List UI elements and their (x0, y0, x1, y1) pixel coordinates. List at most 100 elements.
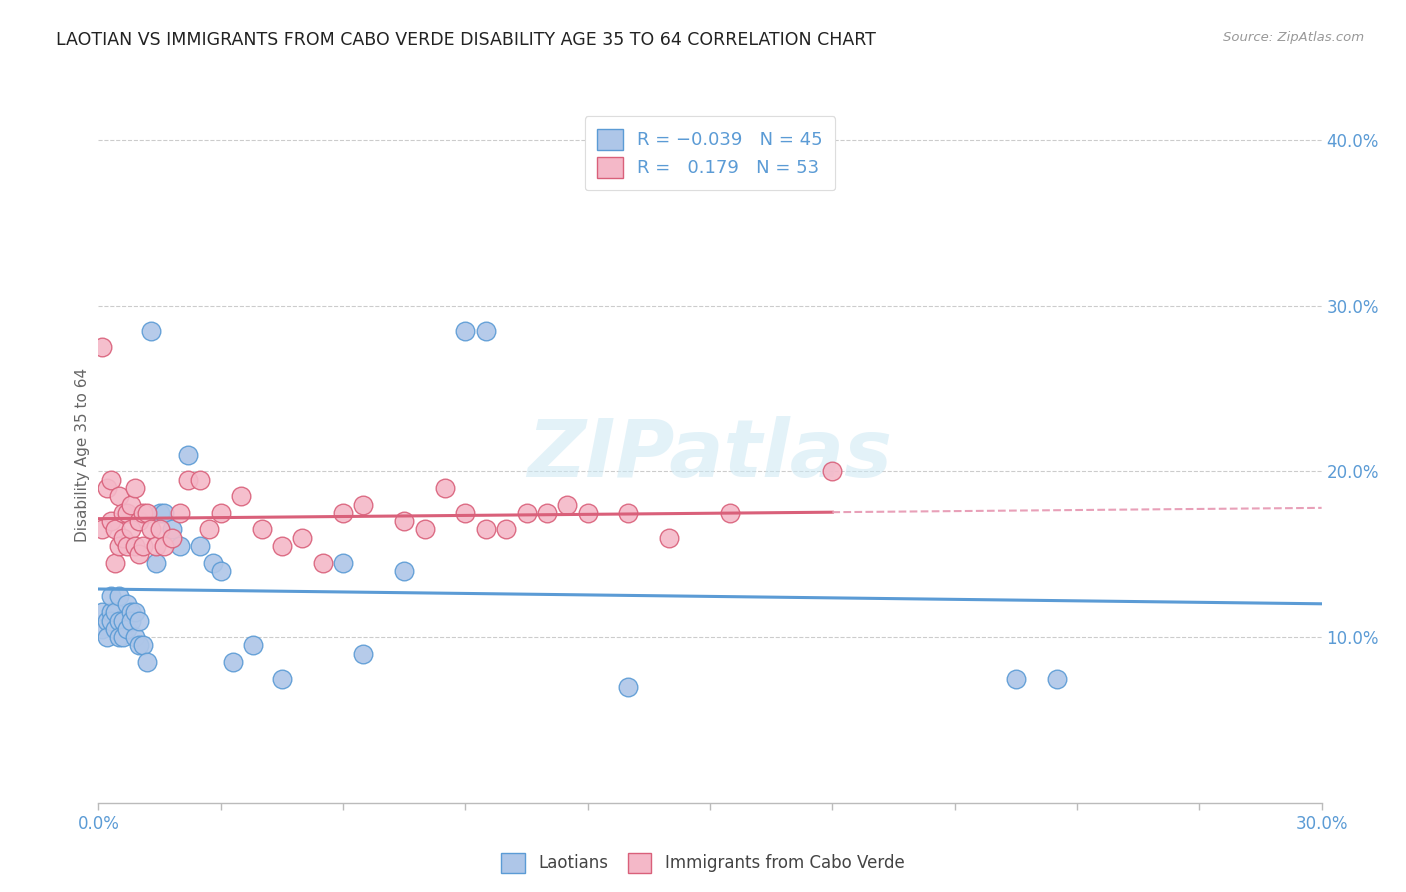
Point (413, 523, 436, 537)
Point (120, 614, 142, 628)
Point (91, 622, 114, 636)
Point (516, 506, 538, 520)
Point (160, 523, 183, 537)
Point (91, 523, 114, 537)
Point (201, 556, 224, 570)
Point (352, 498, 374, 512)
Point (141, 523, 163, 537)
Point (108, 489, 131, 503)
Point (145, 556, 167, 570)
Point (474, 523, 498, 537)
Point (1045, 672, 1069, 686)
Point (104, 622, 127, 636)
Point (136, 506, 159, 520)
Text: LAOTIAN VS IMMIGRANTS FROM CABO VERDE DISABILITY AGE 35 TO 64 CORRELATION CHART: LAOTIAN VS IMMIGRANTS FROM CABO VERDE DI… (56, 31, 876, 49)
Point (1004, 672, 1026, 686)
Point (108, 589, 131, 603)
Point (104, 605, 127, 619)
Point (392, 564, 416, 578)
Legend: Laotians, Immigrants from Cabo Verde: Laotians, Immigrants from Cabo Verde (495, 847, 911, 880)
Point (576, 506, 599, 520)
Point (617, 680, 640, 694)
Point (454, 506, 477, 520)
Point (111, 531, 134, 545)
Point (100, 614, 122, 628)
Point (124, 605, 146, 619)
Point (132, 539, 155, 553)
Point (152, 539, 174, 553)
Point (160, 531, 183, 545)
Point (111, 506, 134, 520)
Point (250, 523, 273, 537)
Point (177, 448, 200, 462)
Point (617, 506, 640, 520)
Point (115, 622, 138, 636)
Point (222, 655, 245, 669)
Point (108, 630, 131, 644)
Point (454, 324, 477, 338)
Point (124, 630, 146, 644)
Text: ZIPatlas: ZIPatlas (527, 416, 893, 494)
Point (392, 514, 416, 528)
Point (557, 498, 579, 512)
Point (209, 506, 232, 520)
Point (177, 473, 200, 487)
Point (128, 514, 150, 528)
Point (188, 473, 212, 487)
Point (111, 614, 134, 628)
Point (108, 614, 131, 628)
Point (120, 498, 142, 512)
Point (209, 564, 232, 578)
Point (96, 481, 118, 495)
Point (332, 506, 354, 520)
Point (136, 655, 159, 669)
Y-axis label: Disability Age 35 to 64: Disability Age 35 to 64 (75, 368, 90, 542)
Point (197, 523, 219, 537)
Point (495, 523, 517, 537)
Point (270, 672, 294, 686)
Point (474, 324, 498, 338)
Point (312, 556, 335, 570)
Point (352, 647, 374, 661)
Point (96, 630, 118, 644)
Point (434, 481, 457, 495)
Point (128, 547, 150, 561)
Point (242, 639, 264, 653)
Point (115, 597, 138, 611)
Point (100, 514, 122, 528)
Point (152, 506, 174, 520)
Point (658, 531, 681, 545)
Point (720, 506, 742, 520)
Point (149, 506, 172, 520)
Point (188, 539, 212, 553)
Point (128, 614, 150, 628)
Legend: R = −0.039   N = 45, R =   0.179   N = 53: R = −0.039 N = 45, R = 0.179 N = 53 (585, 116, 835, 190)
Point (96, 614, 118, 628)
Point (120, 605, 142, 619)
Point (124, 481, 146, 495)
Point (270, 539, 294, 553)
Point (536, 506, 558, 520)
Point (104, 556, 127, 570)
Point (149, 523, 172, 537)
Point (821, 465, 844, 479)
Point (128, 639, 150, 653)
Point (132, 506, 155, 520)
Point (231, 489, 253, 503)
Point (132, 639, 155, 653)
Text: Source: ZipAtlas.com: Source: ZipAtlas.com (1223, 31, 1364, 45)
Point (115, 539, 138, 553)
Point (169, 539, 191, 553)
Point (145, 539, 167, 553)
Point (332, 556, 354, 570)
Point (291, 531, 314, 545)
Point (111, 630, 134, 644)
Point (124, 539, 146, 553)
Point (91, 605, 114, 619)
Point (169, 506, 191, 520)
Point (120, 523, 142, 537)
Point (100, 473, 122, 487)
Point (108, 539, 131, 553)
Point (115, 506, 138, 520)
Point (100, 589, 122, 603)
